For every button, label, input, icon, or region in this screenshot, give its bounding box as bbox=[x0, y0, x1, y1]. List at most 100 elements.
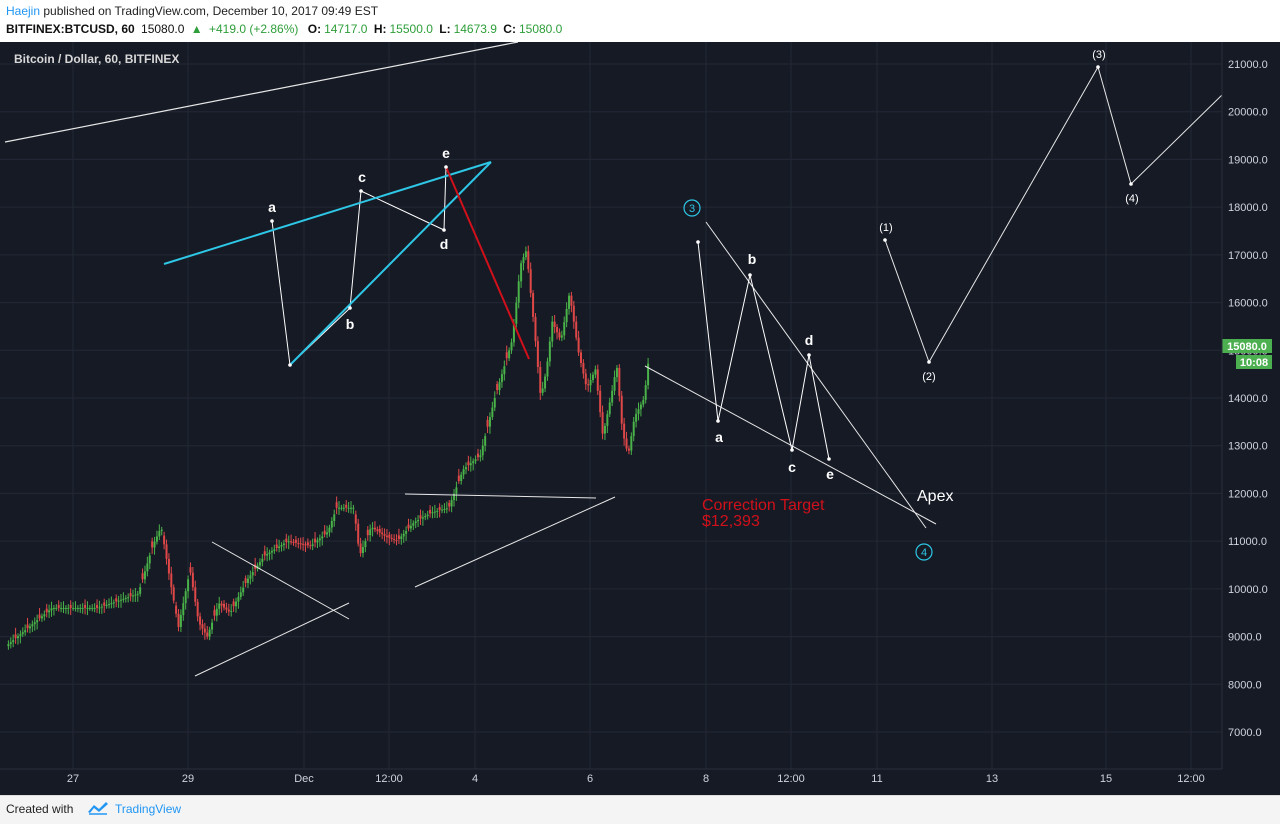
candle-body bbox=[594, 369, 597, 375]
candle-body bbox=[431, 512, 434, 514]
tradingview-logo-icon[interactable] bbox=[86, 800, 110, 821]
candle-body bbox=[390, 537, 393, 539]
candle-body bbox=[225, 607, 228, 610]
candle-body bbox=[261, 558, 264, 563]
candle-body bbox=[484, 436, 487, 446]
candle-body bbox=[163, 535, 166, 545]
price-chart[interactable]: 21000.0 20000.0 19000.0 18000.0 17000.0 16000… bbox=[0, 41, 1280, 795]
tradingview-brand-link[interactable]: TradingView bbox=[115, 802, 182, 816]
open-value: 14717.0 bbox=[324, 22, 368, 36]
candle-body bbox=[627, 448, 630, 451]
candle-body bbox=[611, 390, 614, 403]
candle-body bbox=[409, 525, 412, 529]
candle-body bbox=[268, 552, 271, 554]
candle-body bbox=[199, 616, 202, 625]
candle-body bbox=[98, 607, 101, 609]
y-tick-label: 9000.0 bbox=[1228, 632, 1262, 644]
candle-body bbox=[84, 605, 87, 608]
future-wave-label: (2) bbox=[922, 371, 935, 383]
candle-body bbox=[311, 544, 314, 546]
grid-lines bbox=[0, 42, 1222, 769]
candle-body bbox=[88, 607, 91, 609]
candle-body bbox=[21, 632, 24, 635]
candle-body bbox=[551, 321, 554, 342]
candle-body bbox=[28, 626, 31, 629]
candle-body bbox=[7, 644, 10, 647]
candle-body bbox=[460, 474, 463, 482]
candle-body bbox=[556, 326, 559, 333]
candle-body bbox=[587, 384, 590, 386]
candle-body bbox=[570, 295, 573, 306]
wave-label: c bbox=[788, 459, 796, 475]
candle-body bbox=[342, 507, 345, 509]
candle-body bbox=[405, 531, 408, 534]
candle-body bbox=[170, 573, 173, 588]
wave-labels-main: a b c d e bbox=[715, 251, 834, 482]
x-tick-label: Dec bbox=[294, 773, 314, 785]
candle-body bbox=[275, 544, 278, 549]
candle-body bbox=[433, 511, 436, 513]
candle-body bbox=[124, 598, 127, 600]
y-tick-label: 16000.0 bbox=[1228, 298, 1268, 310]
x-tick-label: 29 bbox=[182, 773, 194, 785]
candle-body bbox=[397, 535, 400, 540]
candle-body bbox=[155, 536, 158, 542]
candle-body bbox=[568, 295, 571, 309]
candle-body bbox=[469, 463, 472, 466]
time-axis: 27 29 Dec 12:00 4 6 8 12:00 11 13 15 12:00 bbox=[67, 773, 1205, 785]
low-label: L: bbox=[439, 22, 451, 36]
candle-body bbox=[357, 523, 360, 544]
candle-body bbox=[55, 607, 58, 609]
candle-body bbox=[524, 251, 527, 258]
candle-body bbox=[108, 604, 111, 606]
y-tick-label: 21000.0 bbox=[1228, 59, 1268, 71]
candle-body bbox=[481, 445, 484, 456]
footer-bar: Created with TradingView bbox=[0, 795, 1280, 824]
wave-path-main bbox=[697, 241, 830, 460]
candle-body bbox=[69, 605, 72, 608]
candle-body bbox=[177, 613, 180, 628]
candle-body bbox=[12, 640, 15, 643]
author-link[interactable]: Haejin bbox=[6, 4, 41, 18]
candle-body bbox=[16, 636, 19, 639]
circle-4-text: 4 bbox=[921, 547, 927, 559]
candle-body bbox=[642, 399, 645, 405]
y-tick-label: 11000.0 bbox=[1228, 536, 1267, 548]
candle-body bbox=[330, 520, 333, 528]
x-tick-label: 27 bbox=[67, 773, 79, 785]
candle-body bbox=[589, 379, 592, 386]
candle-body bbox=[553, 321, 556, 327]
candle-body bbox=[175, 605, 178, 614]
candle-body bbox=[534, 316, 537, 342]
candle-body bbox=[278, 546, 281, 549]
candle-body bbox=[647, 363, 650, 386]
candle-body bbox=[457, 475, 460, 482]
candle-body bbox=[580, 352, 582, 364]
candle-body bbox=[429, 509, 432, 514]
candle-body bbox=[131, 595, 134, 597]
candle-body bbox=[189, 567, 192, 573]
candle-body bbox=[230, 610, 233, 612]
candle-body bbox=[321, 536, 324, 539]
y-tick-label: 17000.0 bbox=[1228, 250, 1268, 262]
candle-body bbox=[582, 363, 585, 374]
candle-body bbox=[503, 366, 506, 375]
y-tick-label: 19000.0 bbox=[1228, 154, 1268, 166]
candle-body bbox=[455, 487, 458, 494]
candle-body bbox=[194, 587, 197, 602]
candle-body bbox=[378, 529, 381, 533]
x-tick-label: 12:00 bbox=[1177, 773, 1205, 785]
candle-body bbox=[26, 624, 29, 629]
candle-body bbox=[282, 543, 285, 546]
candle-body bbox=[388, 534, 391, 538]
candle-body bbox=[76, 607, 79, 609]
candle-body bbox=[536, 341, 539, 367]
wave-labels-small: a b c d e bbox=[268, 145, 450, 332]
candle-body bbox=[479, 455, 482, 458]
chart-area[interactable]: 21000.0 20000.0 19000.0 18000.0 17000.0 16000… bbox=[0, 41, 1280, 795]
candle-body bbox=[522, 257, 525, 264]
candle-body bbox=[287, 541, 290, 543]
candle-body bbox=[206, 632, 209, 637]
candle-body bbox=[67, 607, 70, 609]
candle-body bbox=[14, 634, 17, 639]
